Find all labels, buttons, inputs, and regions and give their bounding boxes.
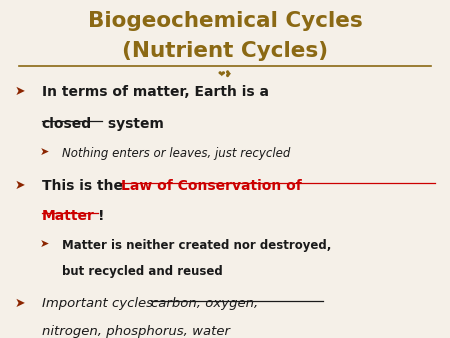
Text: In terms of matter, Earth is a: In terms of matter, Earth is a — [42, 86, 269, 99]
Text: !: ! — [99, 209, 105, 223]
Text: Law of Conservation of: Law of Conservation of — [121, 179, 302, 193]
Text: system: system — [103, 117, 164, 131]
Text: closed: closed — [42, 117, 92, 131]
Text: nitrogen, phosphorus, water: nitrogen, phosphorus, water — [42, 325, 230, 338]
Text: ➤: ➤ — [40, 147, 49, 157]
Text: carbon, oxygen,: carbon, oxygen, — [151, 297, 258, 310]
Text: ➤: ➤ — [15, 179, 25, 192]
Text: (Nutrient Cycles): (Nutrient Cycles) — [122, 41, 328, 61]
Text: ➤: ➤ — [40, 239, 49, 249]
Text: ❤❥: ❤❥ — [217, 71, 233, 79]
Text: but recycled and reused: but recycled and reused — [62, 265, 222, 278]
Text: This is the: This is the — [42, 179, 127, 193]
Text: Matter: Matter — [42, 209, 94, 223]
Text: ➤: ➤ — [15, 297, 25, 310]
Text: Matter is neither created nor destroyed,: Matter is neither created nor destroyed, — [62, 239, 331, 252]
Text: Important cycles:: Important cycles: — [42, 297, 162, 310]
Text: Biogeochemical Cycles: Biogeochemical Cycles — [88, 11, 362, 31]
Text: ➤: ➤ — [15, 86, 25, 98]
Text: Nothing enters or leaves, just recycled: Nothing enters or leaves, just recycled — [62, 147, 290, 160]
